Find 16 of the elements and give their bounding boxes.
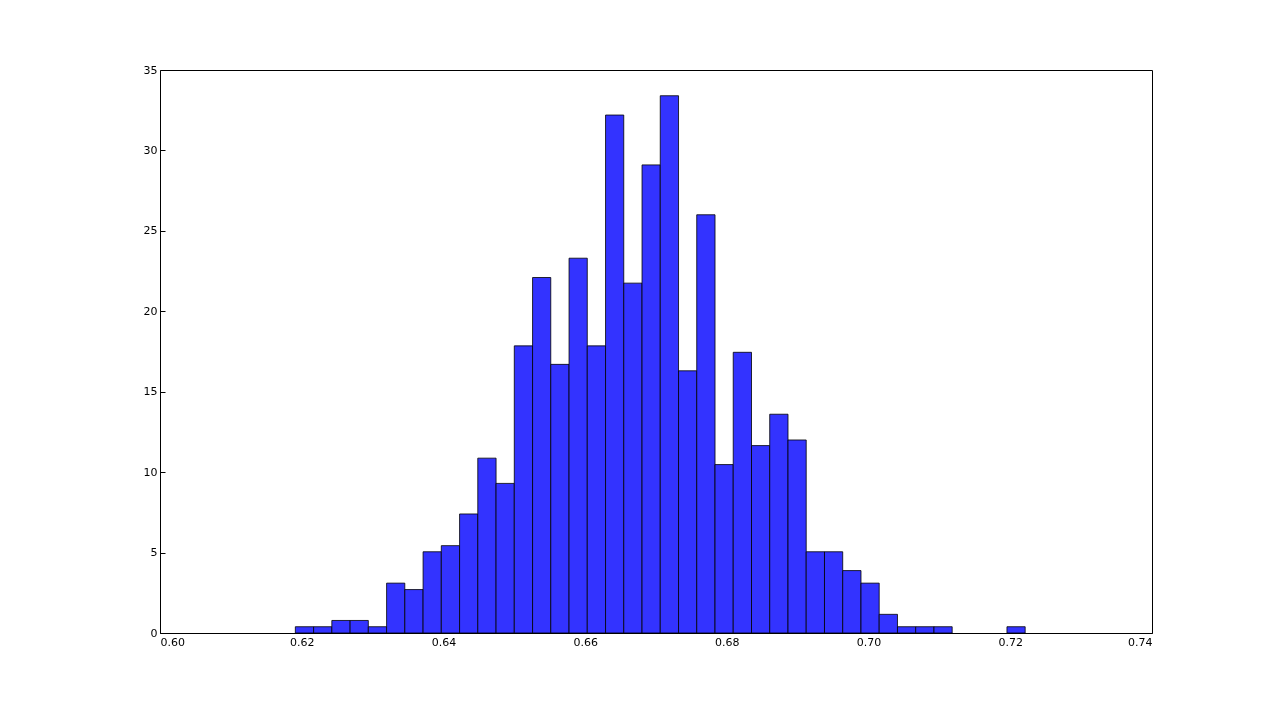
- y-tick-label: 15: [143, 385, 158, 399]
- x-tick-label: 0.74: [1128, 635, 1153, 649]
- x-tick-label: 0.66: [573, 635, 598, 649]
- x-tick-label: 0.72: [998, 635, 1024, 649]
- x-tick-label: 0.68: [715, 635, 740, 649]
- x-tick-label: 0.62: [289, 635, 315, 649]
- y-tick-label: 25: [143, 224, 158, 238]
- y-tick-label: 5: [150, 546, 158, 560]
- y-tick-label: 35: [143, 63, 158, 77]
- x-tick-label: 0.70: [856, 635, 882, 649]
- y-tick-label: 20: [143, 304, 158, 318]
- x-tick-label: 0.64: [431, 635, 457, 649]
- y-tick-label: 0: [150, 626, 158, 640]
- y-tick-label: 30: [143, 143, 158, 157]
- y-tick-label: 10: [143, 465, 158, 479]
- x-tick-label: 0.60: [160, 635, 185, 649]
